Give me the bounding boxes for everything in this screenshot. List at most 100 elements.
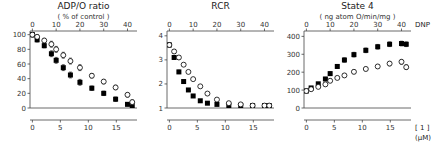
point	[328, 71, 333, 76]
panel: State 4( ng atom O/min/mg )0100200300400…	[287, 1, 432, 142]
y-tick-label: 100	[287, 87, 300, 95]
x2-tick-label: 5	[195, 124, 199, 132]
point	[375, 64, 380, 69]
point	[387, 61, 392, 66]
x2-tick	[225, 120, 226, 123]
y-axis-line	[30, 31, 31, 108]
top-axis-line	[304, 31, 411, 32]
error-bar	[376, 64, 379, 68]
y-tick	[302, 90, 305, 91]
point	[167, 42, 172, 47]
x2-axis-line	[304, 120, 411, 121]
point	[30, 32, 35, 37]
error-bar	[343, 74, 346, 78]
x2-tick	[362, 120, 363, 123]
x2-tick-label: 0	[167, 124, 171, 132]
y-tick	[302, 36, 305, 37]
point	[181, 79, 186, 84]
point	[323, 82, 328, 87]
title: ADP/O ratio	[57, 1, 110, 11]
title: RCR	[211, 1, 229, 11]
point	[304, 88, 309, 93]
x-tick-label: 10	[326, 21, 335, 29]
point	[316, 84, 321, 89]
point	[226, 101, 231, 106]
error-bar	[352, 52, 355, 57]
point	[113, 85, 118, 90]
title: State 4	[341, 1, 374, 11]
error-bar	[168, 43, 171, 47]
point	[172, 55, 177, 60]
error-bar	[324, 77, 327, 80]
x2-tick	[334, 120, 335, 123]
error-bar	[336, 64, 339, 68]
point	[49, 42, 54, 47]
point	[54, 58, 59, 63]
y-tick-label: 1	[159, 105, 163, 113]
x-tick-label: 0	[30, 21, 34, 29]
point	[186, 69, 191, 74]
x-tick-label: 30	[373, 21, 382, 29]
error-bar	[352, 70, 355, 74]
error-bar	[177, 56, 180, 59]
y-tick-label: 60	[17, 61, 26, 69]
y-tick	[28, 34, 31, 35]
point	[250, 103, 255, 108]
plot-area	[30, 32, 135, 108]
y-tick-label: 20	[17, 90, 26, 98]
point	[214, 97, 219, 102]
x-axis-line	[304, 108, 411, 109]
panel: RCR1234010203040051015	[159, 1, 274, 132]
y-axis-line	[304, 31, 305, 108]
error-bar	[55, 46, 58, 52]
point	[351, 69, 356, 74]
x2-tick-label: 15	[386, 124, 395, 132]
error-bar	[177, 70, 180, 73]
error-bar	[69, 72, 72, 78]
error-bar	[126, 93, 129, 97]
error-bar	[50, 41, 53, 47]
point	[89, 73, 94, 78]
error-bar	[62, 65, 65, 71]
y-tick	[28, 49, 31, 50]
point	[335, 75, 340, 80]
x2-tick-label: 5	[58, 124, 62, 132]
x2-tick-label: 5	[332, 124, 336, 132]
point	[186, 87, 191, 92]
subtitle: ( ng atom O/min/mg )	[319, 13, 395, 21]
error-bar	[329, 79, 332, 82]
subtitle: ( % of control )	[57, 13, 109, 21]
error-bar	[31, 32, 34, 36]
point	[363, 48, 368, 53]
plot-area	[167, 42, 272, 108]
series	[304, 41, 409, 93]
x2-axis-line	[30, 120, 137, 121]
error-bar	[102, 79, 105, 83]
point	[89, 86, 94, 91]
x2-tick-label: 15	[112, 124, 121, 132]
error-bar	[168, 43, 171, 47]
point	[304, 88, 309, 93]
error-bar	[376, 44, 379, 49]
point	[54, 47, 59, 52]
point	[101, 91, 106, 96]
point	[101, 79, 106, 84]
panel: ADP/O ratio( % of control )0204060801000…	[13, 1, 137, 132]
point	[130, 100, 135, 105]
point	[351, 52, 356, 57]
y-tick-label: 40	[17, 75, 26, 83]
y-tick-label: 300	[287, 51, 300, 59]
y-tick	[165, 59, 168, 60]
x-tick-label: 20	[75, 21, 84, 29]
series	[167, 42, 272, 108]
error-bar	[50, 51, 53, 57]
x2-tick	[60, 120, 61, 123]
x2-tick-label: 15	[249, 124, 258, 132]
error-bar	[400, 41, 403, 46]
x-tick-label: 40	[123, 21, 132, 29]
error-bar	[36, 35, 39, 39]
point	[176, 55, 181, 60]
error-bar	[336, 76, 339, 79]
y-tick	[28, 64, 31, 65]
point	[309, 87, 314, 92]
